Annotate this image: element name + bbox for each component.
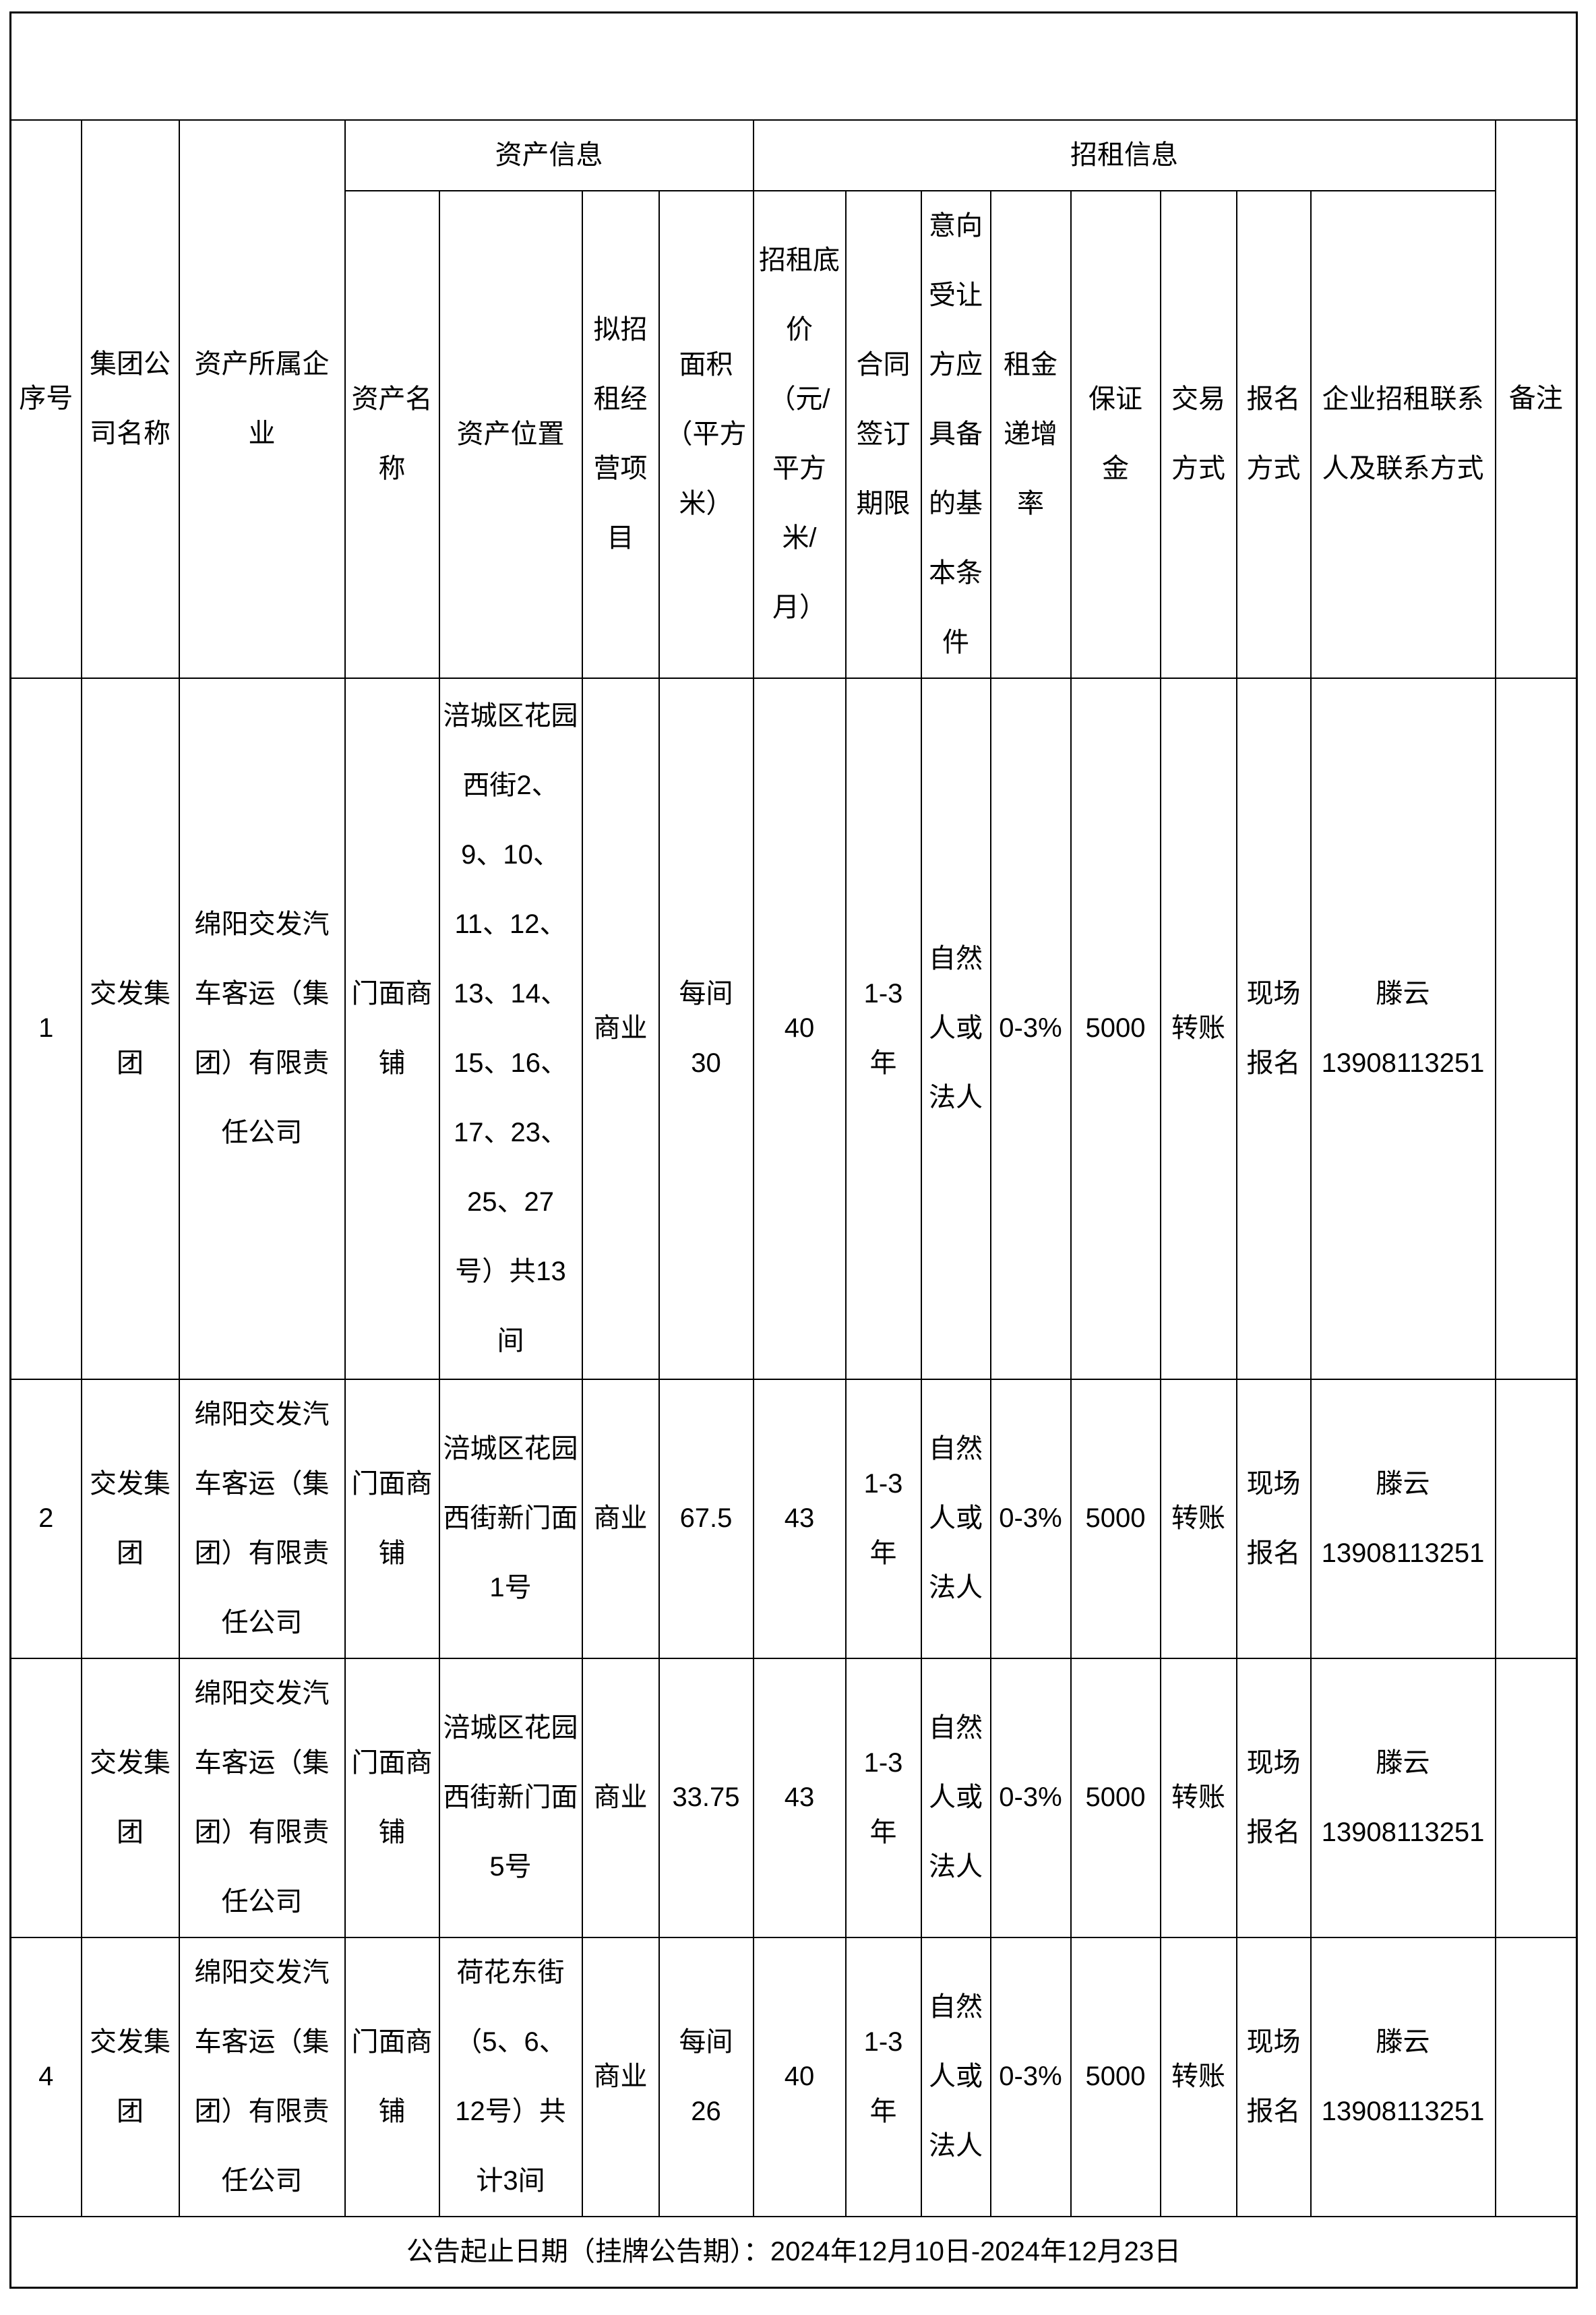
cell-business-project: 商业: [581, 1657, 660, 1938]
cell-transferee-conditions: 自然 人或 法人: [920, 1936, 991, 2217]
cell-contract-term: 1-3 年: [845, 1657, 922, 1938]
footer-announcement-period: 公告起止日期（挂牌公告期）：2024年12月10日-2024年12月23日: [9, 2215, 1578, 2288]
cell-transaction-method: 转账: [1159, 1657, 1237, 1938]
header-asset-info-group: 资产信息: [344, 119, 754, 191]
header-registration-method: 报名 方式: [1235, 189, 1312, 679]
cell-serial: 4: [9, 1936, 82, 2217]
cell-asset-name: 门面商 铺: [344, 1936, 440, 2217]
cell-owner-enterprise: 绵阳交发汽 车客运（集 团）有限责 任公司: [178, 1378, 346, 1659]
cell-group-company: 交发集 团: [80, 1378, 180, 1659]
cell-serial: 1: [9, 677, 82, 1380]
header-group-row: 序号 集团公 司名称 资产所属企 业 资产信息 招租信息 备注: [9, 119, 1578, 679]
cell-remarks: [1494, 1657, 1578, 1938]
header-asset-location: 资产位置: [438, 189, 583, 679]
cell-business-project: 商业: [581, 1378, 660, 1659]
cell-remarks: [1494, 1378, 1578, 1659]
cell-contact: 滕云 13908113251: [1310, 1378, 1496, 1659]
header-owner-enterprise: 资产所属企 业: [178, 119, 346, 679]
header-transaction-method: 交易 方式: [1159, 189, 1237, 679]
header-transferee-conditions: 意向 受让 方应 具备 的基 本条 件: [920, 189, 991, 679]
table-row: 2 交发集 团 绵阳交发汽 车客运（集 团）有限责 任公司 门面商 铺 涪城区花…: [9, 1378, 1578, 1659]
cell-base-price: 40: [752, 1936, 847, 2217]
header-contract-term: 合同 签订 期限: [845, 189, 922, 679]
cell-business-project: 商业: [581, 677, 660, 1380]
cell-registration-method: 现场 报名: [1235, 677, 1312, 1380]
table-row: 1 交发集 团 绵阳交发汽 车客运（集 团）有限责 任公司 门面商 铺 涪城区花…: [9, 677, 1578, 1380]
cell-owner-enterprise: 绵阳交发汽 车客运（集 团）有限责 任公司: [178, 677, 346, 1380]
cell-rent-increase-rate: 0-3%: [989, 677, 1072, 1380]
cell-deposit: 5000: [1070, 1657, 1161, 1938]
cell-area: 67.5: [658, 1378, 754, 1659]
cell-transferee-conditions: 自然 人或 法人: [920, 677, 991, 1380]
header-group-company: 集团公 司名称: [80, 119, 180, 679]
cell-contact: 滕云 13908113251: [1310, 677, 1496, 1380]
cell-asset-location: 涪城区花园 西街新门面 5号: [438, 1657, 583, 1938]
cell-group-company: 交发集 团: [80, 1936, 180, 2217]
lease-announcement-table: 序号 集团公 司名称 资产所属企 业 资产信息 招租信息 备注 资产名 称 资产…: [9, 11, 1578, 2289]
cell-asset-location: 涪城区花园 西街新门面 1号: [438, 1378, 583, 1659]
header-asset-name: 资产名 称: [344, 189, 440, 679]
cell-registration-method: 现场 报名: [1235, 1936, 1312, 2217]
header-sub-row: 资产名 称 资产位置 拟招 租经 营项 目 面积 （平方 米） 招租底 价 （元…: [11, 189, 1577, 679]
cell-remarks: [1494, 1936, 1578, 2217]
header-contact: 企业招租联系 人及联系方式: [1310, 189, 1496, 679]
cell-base-price: 40: [752, 677, 847, 1380]
blank-title-row: [9, 11, 1578, 121]
cell-asset-name: 门面商 铺: [344, 677, 440, 1380]
cell-owner-enterprise: 绵阳交发汽 车客运（集 团）有限责 任公司: [178, 1936, 346, 2217]
cell-contact: 滕云 13908113251: [1310, 1936, 1496, 2217]
blank-title-cell: [9, 11, 1578, 121]
footer-row: 公告起止日期（挂牌公告期）：2024年12月10日-2024年12月23日: [9, 2215, 1578, 2288]
cell-deposit: 5000: [1070, 1378, 1161, 1659]
cell-contract-term: 1-3 年: [845, 1936, 922, 2217]
cell-area: 每间 26: [658, 1936, 754, 2217]
cell-transferee-conditions: 自然 人或 法人: [920, 1378, 991, 1659]
cell-group-company: 交发集 团: [80, 677, 180, 1380]
cell-contact: 滕云 13908113251: [1310, 1657, 1496, 1938]
cell-transaction-method: 转账: [1159, 1936, 1237, 2217]
announcement-page: { "page": { "background_color": "#ffffff…: [0, 11, 1596, 2315]
cell-area: 33.75: [658, 1657, 754, 1938]
header-serial: 序号: [9, 119, 82, 679]
cell-rent-increase-rate: 0-3%: [989, 1657, 1072, 1938]
cell-transaction-method: 转账: [1159, 1378, 1237, 1659]
cell-registration-method: 现场 报名: [1235, 1378, 1312, 1659]
header-deposit: 保证 金: [1070, 189, 1161, 679]
header-base-price: 招租底 价 （元/ 平方 米/ 月）: [752, 189, 847, 679]
cell-rent-increase-rate: 0-3%: [989, 1936, 1072, 2217]
cell-asset-location: 荷花东街 （5、6、 12号）共 计3间: [438, 1936, 583, 2217]
table-row: 交发集 团 绵阳交发汽 车客运（集 团）有限责 任公司 门面商 铺 涪城区花园 …: [9, 1657, 1578, 1938]
header-lease-info-group: 招租信息: [752, 119, 1496, 191]
cell-remarks: [1494, 677, 1578, 1380]
cell-contract-term: 1-3 年: [845, 677, 922, 1380]
cell-serial: [9, 1657, 82, 1938]
cell-owner-enterprise: 绵阳交发汽 车客运（集 团）有限责 任公司: [178, 1657, 346, 1938]
cell-business-project: 商业: [581, 1936, 660, 2217]
cell-deposit: 5000: [1070, 1936, 1161, 2217]
cell-base-price: 43: [752, 1378, 847, 1659]
header-remarks: 备注: [1494, 119, 1578, 679]
cell-deposit: 5000: [1070, 677, 1161, 1380]
header-area: 面积 （平方 米）: [658, 189, 754, 679]
cell-area: 每间 30: [658, 677, 754, 1380]
cell-rent-increase-rate: 0-3%: [989, 1378, 1072, 1659]
cell-asset-name: 门面商 铺: [344, 1378, 440, 1659]
table-row: 4 交发集 团 绵阳交发汽 车客运（集 团）有限责 任公司 门面商 铺 荷花东街…: [9, 1936, 1578, 2217]
cell-asset-location: 涪城区花园 西街2、 9、10、 11、12、 13、14、 15、16、 17…: [438, 677, 583, 1380]
cell-contract-term: 1-3 年: [845, 1378, 922, 1659]
cell-asset-name: 门面商 铺: [344, 1657, 440, 1938]
cell-transaction-method: 转账: [1159, 677, 1237, 1380]
cell-serial: 2: [9, 1378, 82, 1659]
cell-group-company: 交发集 团: [80, 1657, 180, 1938]
cell-base-price: 43: [752, 1657, 847, 1938]
header-business-project: 拟招 租经 营项 目: [581, 189, 660, 679]
header-rent-increase-rate: 租金 递增 率: [989, 189, 1072, 679]
cell-transferee-conditions: 自然 人或 法人: [920, 1657, 991, 1938]
cell-registration-method: 现场 报名: [1235, 1657, 1312, 1938]
